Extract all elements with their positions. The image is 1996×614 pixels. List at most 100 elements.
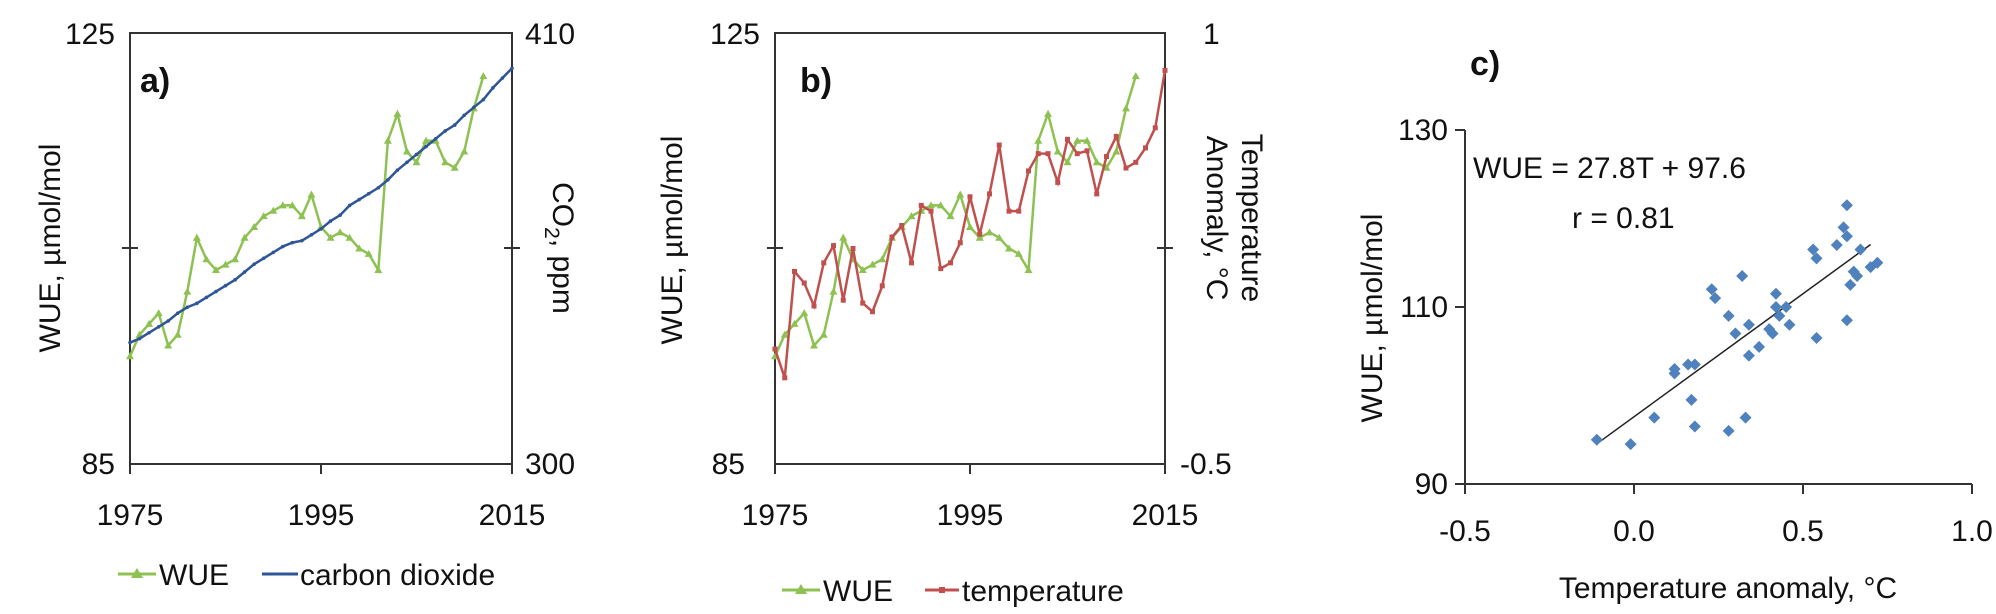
panel-c-point-12 bbox=[1722, 424, 1735, 437]
panel-c-point-15 bbox=[1739, 411, 1752, 424]
panel-b-label: b) bbox=[800, 62, 832, 100]
panel-c-point-24 bbox=[1780, 301, 1793, 313]
panel-a: 125 85 410 300 1975 1995 2015 a) WUE, µm… bbox=[34, 18, 579, 592]
panel-c-point-7 bbox=[1685, 393, 1698, 406]
panel-a-co2-point-2002 bbox=[386, 178, 390, 182]
panel-a-wue-point-1997 bbox=[336, 228, 345, 236]
panel-a-co2-point-2013 bbox=[491, 86, 495, 90]
panel-c-x-tick-1.0: 1.0 bbox=[1951, 515, 1993, 548]
panel-b-temperature-point-2003 bbox=[1045, 151, 1051, 157]
panel-c-point-9 bbox=[1705, 283, 1718, 296]
panel-a-wue-point-1984 bbox=[211, 266, 220, 274]
panel-b-temperature-point-2001 bbox=[1026, 168, 1031, 174]
panel-a-co2-point-2010 bbox=[462, 113, 467, 118]
panel-a-wue-point-1975 bbox=[126, 352, 134, 360]
panel-b-temperature-point-1992 bbox=[938, 266, 944, 272]
panel-a-co2-point-2001 bbox=[376, 185, 381, 190]
panel-b-legend-wue-marker bbox=[795, 584, 807, 594]
panel-b-legend: WUE temperature bbox=[782, 575, 1124, 608]
panel-b-temperature-point-1991 bbox=[928, 208, 934, 214]
panel-b-wue-point-1982 bbox=[839, 233, 848, 241]
panel-c-point-27 bbox=[1810, 252, 1823, 265]
panel-b-wue-point-1989 bbox=[907, 212, 916, 220]
panel-c-point-18 bbox=[1753, 340, 1766, 353]
panel-a-wue-point-1992 bbox=[288, 201, 297, 209]
panel-c-y-tick-130: 130 bbox=[1398, 114, 1448, 147]
panel-a-co2-point-1987 bbox=[242, 270, 247, 274]
panel-a-wue-point-2009 bbox=[450, 163, 459, 171]
panel-a-co2-line bbox=[129, 67, 513, 344]
panel-c-point-8 bbox=[1688, 420, 1701, 433]
panel-c-point-13 bbox=[1729, 327, 1742, 340]
panel-c-point-29 bbox=[1830, 239, 1843, 252]
panel-c-x-tick--0.5: -0.5 bbox=[1439, 515, 1491, 548]
panel-c-point-1 bbox=[1624, 438, 1637, 451]
panel-a-wue-point-1989 bbox=[259, 212, 268, 220]
panel-b-temperature-point-1975 bbox=[772, 346, 778, 352]
panel-b-x-tick-label-2015: 2015 bbox=[1132, 499, 1199, 532]
panel-a-wue-point-2010 bbox=[460, 147, 469, 155]
panel-b-temperature-point-1994 bbox=[957, 240, 963, 246]
panel-c-point-10 bbox=[1709, 292, 1722, 305]
panel-b-wue-point-2000 bbox=[1014, 249, 1023, 257]
panel-a-wue-point-1991 bbox=[278, 201, 287, 209]
panel-c-point-11 bbox=[1722, 309, 1735, 322]
panel-b-wue-point-1995 bbox=[966, 222, 974, 230]
panel-c-point-2 bbox=[1648, 411, 1661, 424]
panel-c-point-4 bbox=[1668, 362, 1681, 375]
panel-b-wue-point-1991 bbox=[927, 201, 935, 209]
panel-a-co2-point-2004 bbox=[405, 160, 409, 165]
panel-a-co2-point-1985 bbox=[223, 283, 228, 288]
panel-b-left-tick-top: 125 bbox=[710, 18, 760, 51]
panel-b-wue-point-2008 bbox=[1092, 158, 1101, 166]
panel-c-point-5 bbox=[1682, 358, 1695, 371]
panel-b-wue-point-2001 bbox=[1024, 266, 1033, 274]
panel-b-x-tick-label-1995: 1995 bbox=[937, 499, 1004, 532]
panel-b-temperature-point-1996 bbox=[977, 231, 983, 237]
panel-a-wue-point-2012 bbox=[479, 72, 488, 80]
panel-a-wue-point-2008 bbox=[441, 158, 450, 166]
panel-b-wue-point-2003 bbox=[1044, 109, 1052, 117]
panel-a-wue-point-2004 bbox=[402, 147, 411, 155]
panel-b: 125 85 1 -0.5 1975 1995 2015 b) WUE, µmo… bbox=[656, 18, 1268, 608]
panel-b-temperature-point-1983 bbox=[850, 246, 856, 251]
panel-c-point-16 bbox=[1742, 318, 1755, 331]
panel-b-wue-point-2006 bbox=[1073, 136, 1082, 144]
panel-a-co2-point-1994 bbox=[309, 232, 314, 237]
panel-a-co2-point-1986 bbox=[233, 278, 237, 282]
panel-b-right-axis-label-line1: Temperature bbox=[1235, 134, 1268, 302]
panel-a-wue-point-1986 bbox=[231, 255, 240, 263]
panel-c-y-tick-110: 110 bbox=[1400, 291, 1448, 324]
panel-a-co2-point-1978 bbox=[156, 325, 161, 329]
panel-b-wue-point-1977 bbox=[790, 319, 799, 327]
panel-a-wue-point-1980 bbox=[173, 330, 182, 338]
panel-a-legend-co2-label: carbon dioxide bbox=[300, 559, 495, 592]
panel-b-legend-temp-label: temperature bbox=[962, 575, 1124, 608]
panel-b-temperature-point-1979 bbox=[811, 303, 817, 309]
panel-a-co2-point-1976 bbox=[137, 336, 142, 341]
panel-b-temperature-point-2007 bbox=[1084, 148, 1090, 154]
panel-b-wue-point-1978 bbox=[800, 309, 809, 317]
panel-b-temperature-point-1978 bbox=[801, 280, 807, 286]
panel-b-wue-point-1992 bbox=[936, 201, 945, 209]
panel-c-point-17 bbox=[1742, 349, 1755, 362]
panel-b-temperature-point-1985 bbox=[870, 309, 875, 315]
panel-a-wue-point-2002 bbox=[383, 136, 392, 144]
panel-c-x-tick-0.0: 0.0 bbox=[1613, 515, 1655, 548]
panel-a-left-axis-label: WUE, µmol/mol bbox=[34, 144, 67, 353]
panel-c-point-21 bbox=[1769, 287, 1782, 300]
panel-a-co2-point-1977 bbox=[147, 330, 151, 335]
panel-a-co2-point-2009 bbox=[452, 123, 457, 127]
panel-c-trendline bbox=[1596, 243, 1872, 445]
panel-b-right-tick-top: 1 bbox=[1203, 18, 1220, 51]
panel-a-co2-point-1983 bbox=[204, 295, 209, 300]
panel-b-wue-point-2004 bbox=[1053, 147, 1062, 155]
panel-b-temperature-point-1990 bbox=[918, 202, 924, 208]
panel-a-legend-wue-marker bbox=[131, 568, 143, 578]
panel-b-temperature-point-2011 bbox=[1123, 165, 1129, 171]
panel-b-temperature-point-1976 bbox=[782, 375, 788, 381]
panel-a-co2-point-2003 bbox=[395, 168, 400, 172]
panel-b-temperature-point-1987 bbox=[889, 234, 895, 240]
panel-b-temperature-point-2014 bbox=[1152, 125, 1158, 131]
panel-a-wue-point-2001 bbox=[374, 266, 383, 274]
